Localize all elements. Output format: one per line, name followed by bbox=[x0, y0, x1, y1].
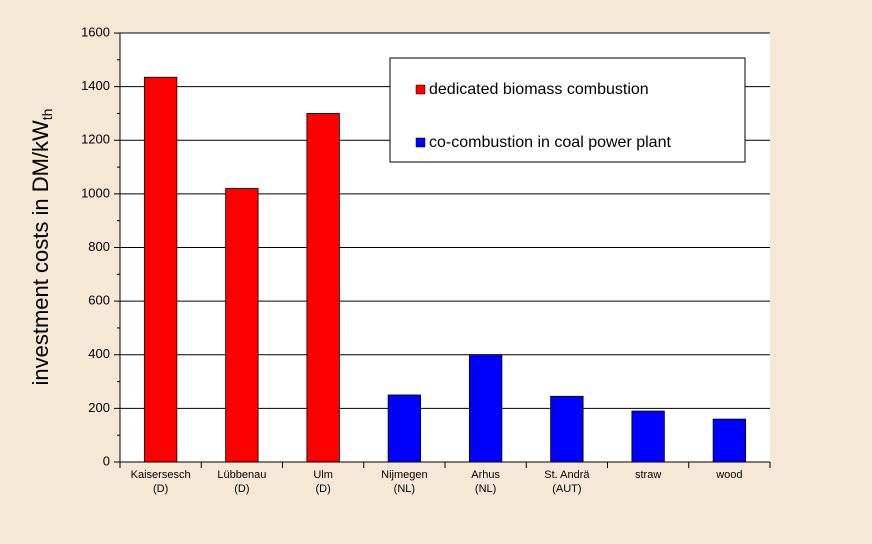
y-tick-label: 0 bbox=[103, 453, 110, 468]
bar bbox=[306, 113, 340, 463]
bar bbox=[550, 395, 584, 463]
x-tick-label: Ulm bbox=[313, 469, 333, 481]
bar bbox=[225, 188, 259, 463]
legend bbox=[389, 57, 746, 163]
y-tick-label: 1200 bbox=[81, 132, 110, 147]
bar bbox=[631, 410, 665, 463]
x-tick-label: (NL) bbox=[475, 483, 496, 495]
bar bbox=[143, 76, 178, 463]
x-tick-label: (NL) bbox=[394, 483, 415, 495]
bar bbox=[712, 418, 747, 463]
x-tick-label: wood bbox=[715, 469, 742, 481]
bar bbox=[468, 354, 503, 463]
y-tick-label: 1600 bbox=[81, 24, 110, 39]
y-tick-label: 200 bbox=[88, 400, 110, 415]
x-tick-label: (D) bbox=[315, 483, 330, 495]
y-axis-label-subscript: th bbox=[39, 109, 55, 121]
x-tick-label: Arhus bbox=[471, 469, 500, 481]
y-axis-label: investment costs in DM/kWth bbox=[28, 109, 55, 386]
y-tick-label: 600 bbox=[88, 293, 110, 308]
y-tick-label: 800 bbox=[88, 239, 110, 254]
legend-swatch bbox=[415, 84, 426, 95]
legend-label: co-combustion in coal power plant bbox=[429, 134, 671, 151]
bar bbox=[387, 394, 422, 463]
x-tick-label: (D) bbox=[153, 483, 168, 495]
x-tick-label: Lübbenau bbox=[217, 469, 266, 481]
legend-swatch bbox=[415, 137, 426, 148]
x-tick-label: (D) bbox=[234, 483, 249, 495]
x-tick-label: Kaisersesch bbox=[131, 469, 191, 481]
y-tick-label: 1000 bbox=[81, 185, 110, 200]
y-axis-label-text: investment costs in DM/kW bbox=[28, 120, 53, 386]
x-tick-label: St. Andrä bbox=[544, 469, 590, 481]
legend-label: dedicated biomass combustion bbox=[429, 81, 649, 98]
y-tick-label: 1400 bbox=[81, 78, 110, 93]
x-tick-label: (AUT) bbox=[552, 483, 581, 495]
x-tick-label: Nijmegen bbox=[381, 469, 427, 481]
y-tick-label: 400 bbox=[88, 346, 110, 361]
x-tick-label: straw bbox=[635, 469, 661, 481]
